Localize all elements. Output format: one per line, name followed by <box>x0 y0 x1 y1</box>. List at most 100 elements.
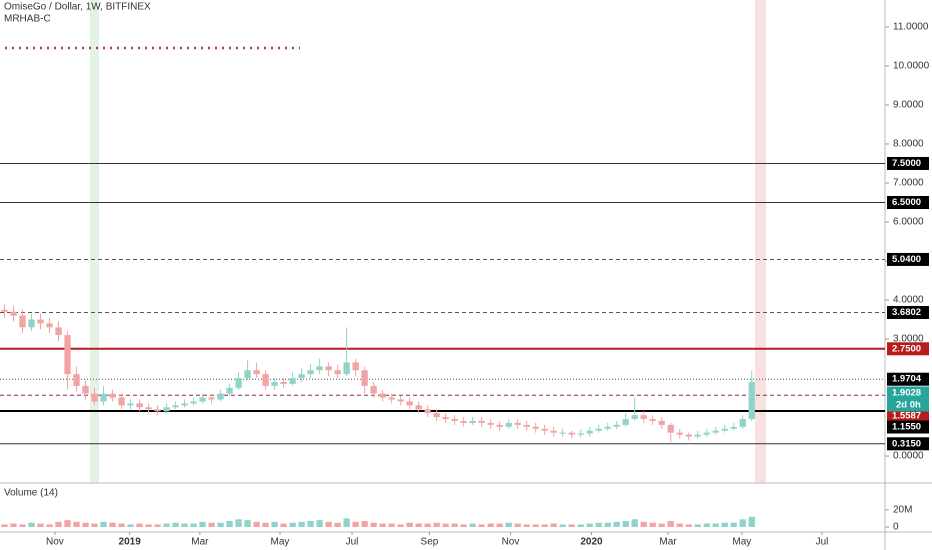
volume-bar <box>334 522 341 527</box>
volume-bar <box>298 521 305 527</box>
volume-bar <box>703 523 710 527</box>
candle-body <box>649 419 656 421</box>
volume-bar <box>487 523 494 527</box>
candle-body <box>613 424 620 427</box>
volume-bar <box>388 523 395 527</box>
level-label: 1.1550 <box>892 422 921 433</box>
level-label: 2.7500 <box>892 343 921 354</box>
volume-bar <box>640 521 647 527</box>
candle-body <box>739 419 746 427</box>
candle-body <box>541 428 548 431</box>
volume-bar <box>721 522 728 527</box>
volume-bar <box>154 524 161 527</box>
volume-bar <box>424 523 431 527</box>
candle-body <box>577 433 584 435</box>
volume-bar <box>37 523 44 527</box>
candle-body <box>325 366 332 371</box>
level-box <box>887 437 929 451</box>
y-tick-label: 6.0000 <box>893 217 924 228</box>
volume-bar <box>307 521 314 527</box>
candle-body <box>37 319 44 324</box>
highlight-band <box>755 0 766 483</box>
candle-body <box>298 374 305 379</box>
candle-body <box>55 327 62 336</box>
candle-body <box>667 424 674 433</box>
volume-bar <box>595 522 602 527</box>
candle-body <box>406 401 413 406</box>
volume-bar <box>109 522 116 527</box>
volume-bar <box>577 524 584 527</box>
candle-body <box>352 362 359 371</box>
candle-body <box>226 387 233 394</box>
candle-body <box>199 397 206 402</box>
volume-bar <box>10 523 17 527</box>
volume-bar <box>316 520 323 527</box>
candle-body <box>451 419 458 421</box>
candle-body <box>46 323 53 328</box>
candle-body <box>235 378 242 388</box>
candle-body <box>397 399 404 402</box>
volume-tick-label: 20M <box>893 504 912 515</box>
x-tick-label: Nov <box>502 537 520 548</box>
volume-bar <box>172 522 179 527</box>
level-box <box>887 156 929 170</box>
candle-body <box>496 424 503 427</box>
volume-bar <box>442 523 449 527</box>
level-label: 1.5587 <box>892 411 921 422</box>
volume-bar <box>289 522 296 527</box>
candle-body <box>217 393 224 400</box>
y-tick-label: 10.0000 <box>893 61 930 72</box>
volume-bar <box>748 516 755 527</box>
volume-bar <box>415 523 422 527</box>
candle-body <box>721 428 728 431</box>
candle-body <box>478 420 485 423</box>
candle-body <box>640 415 647 420</box>
candle-body <box>244 370 251 379</box>
candle-body <box>28 319 35 328</box>
current-price: 1.9028 <box>892 388 921 399</box>
candle-body <box>559 432 566 434</box>
countdown-box <box>887 398 929 412</box>
candle-body <box>127 403 134 406</box>
candle-body <box>91 393 98 402</box>
volume-bar <box>208 522 215 527</box>
candle-body <box>568 432 575 435</box>
volume-bar <box>559 524 566 527</box>
volume-bar <box>451 523 458 527</box>
level-box <box>887 420 929 434</box>
candle-body <box>550 430 557 433</box>
volume-bar <box>361 521 368 527</box>
y-tick-label: 11.0000 <box>893 22 929 33</box>
volume-bar <box>649 522 656 527</box>
volume-bar <box>505 522 512 527</box>
volume-bar <box>181 523 188 527</box>
volume-bar <box>586 523 593 527</box>
candle-body <box>460 420 467 423</box>
candle-body <box>442 417 449 420</box>
volume-bar <box>82 522 89 527</box>
volume-bar <box>28 522 35 527</box>
volume-bar <box>460 524 467 527</box>
volume-bar <box>253 521 260 527</box>
candle-body <box>532 426 539 429</box>
volume-bar <box>235 519 242 527</box>
candle-body <box>1 309 8 312</box>
level-label: 1.9704 <box>892 374 922 385</box>
volume-bar <box>46 524 53 527</box>
candle-body <box>487 422 494 425</box>
volume-bar <box>64 520 71 527</box>
volume-bar <box>631 519 638 527</box>
volume-bar <box>712 523 719 527</box>
volume-bar <box>406 522 413 527</box>
candle-body <box>172 405 179 408</box>
volume-bar <box>685 524 692 527</box>
level-box <box>887 372 929 386</box>
candle-body <box>514 422 521 425</box>
candle-body <box>676 432 683 435</box>
candle-body <box>145 407 152 410</box>
volume-bar <box>55 521 62 527</box>
volume-bar <box>523 524 530 527</box>
candle-body <box>334 370 341 375</box>
level-box <box>887 305 929 319</box>
y-tick-label: 9.0000 <box>893 100 924 111</box>
